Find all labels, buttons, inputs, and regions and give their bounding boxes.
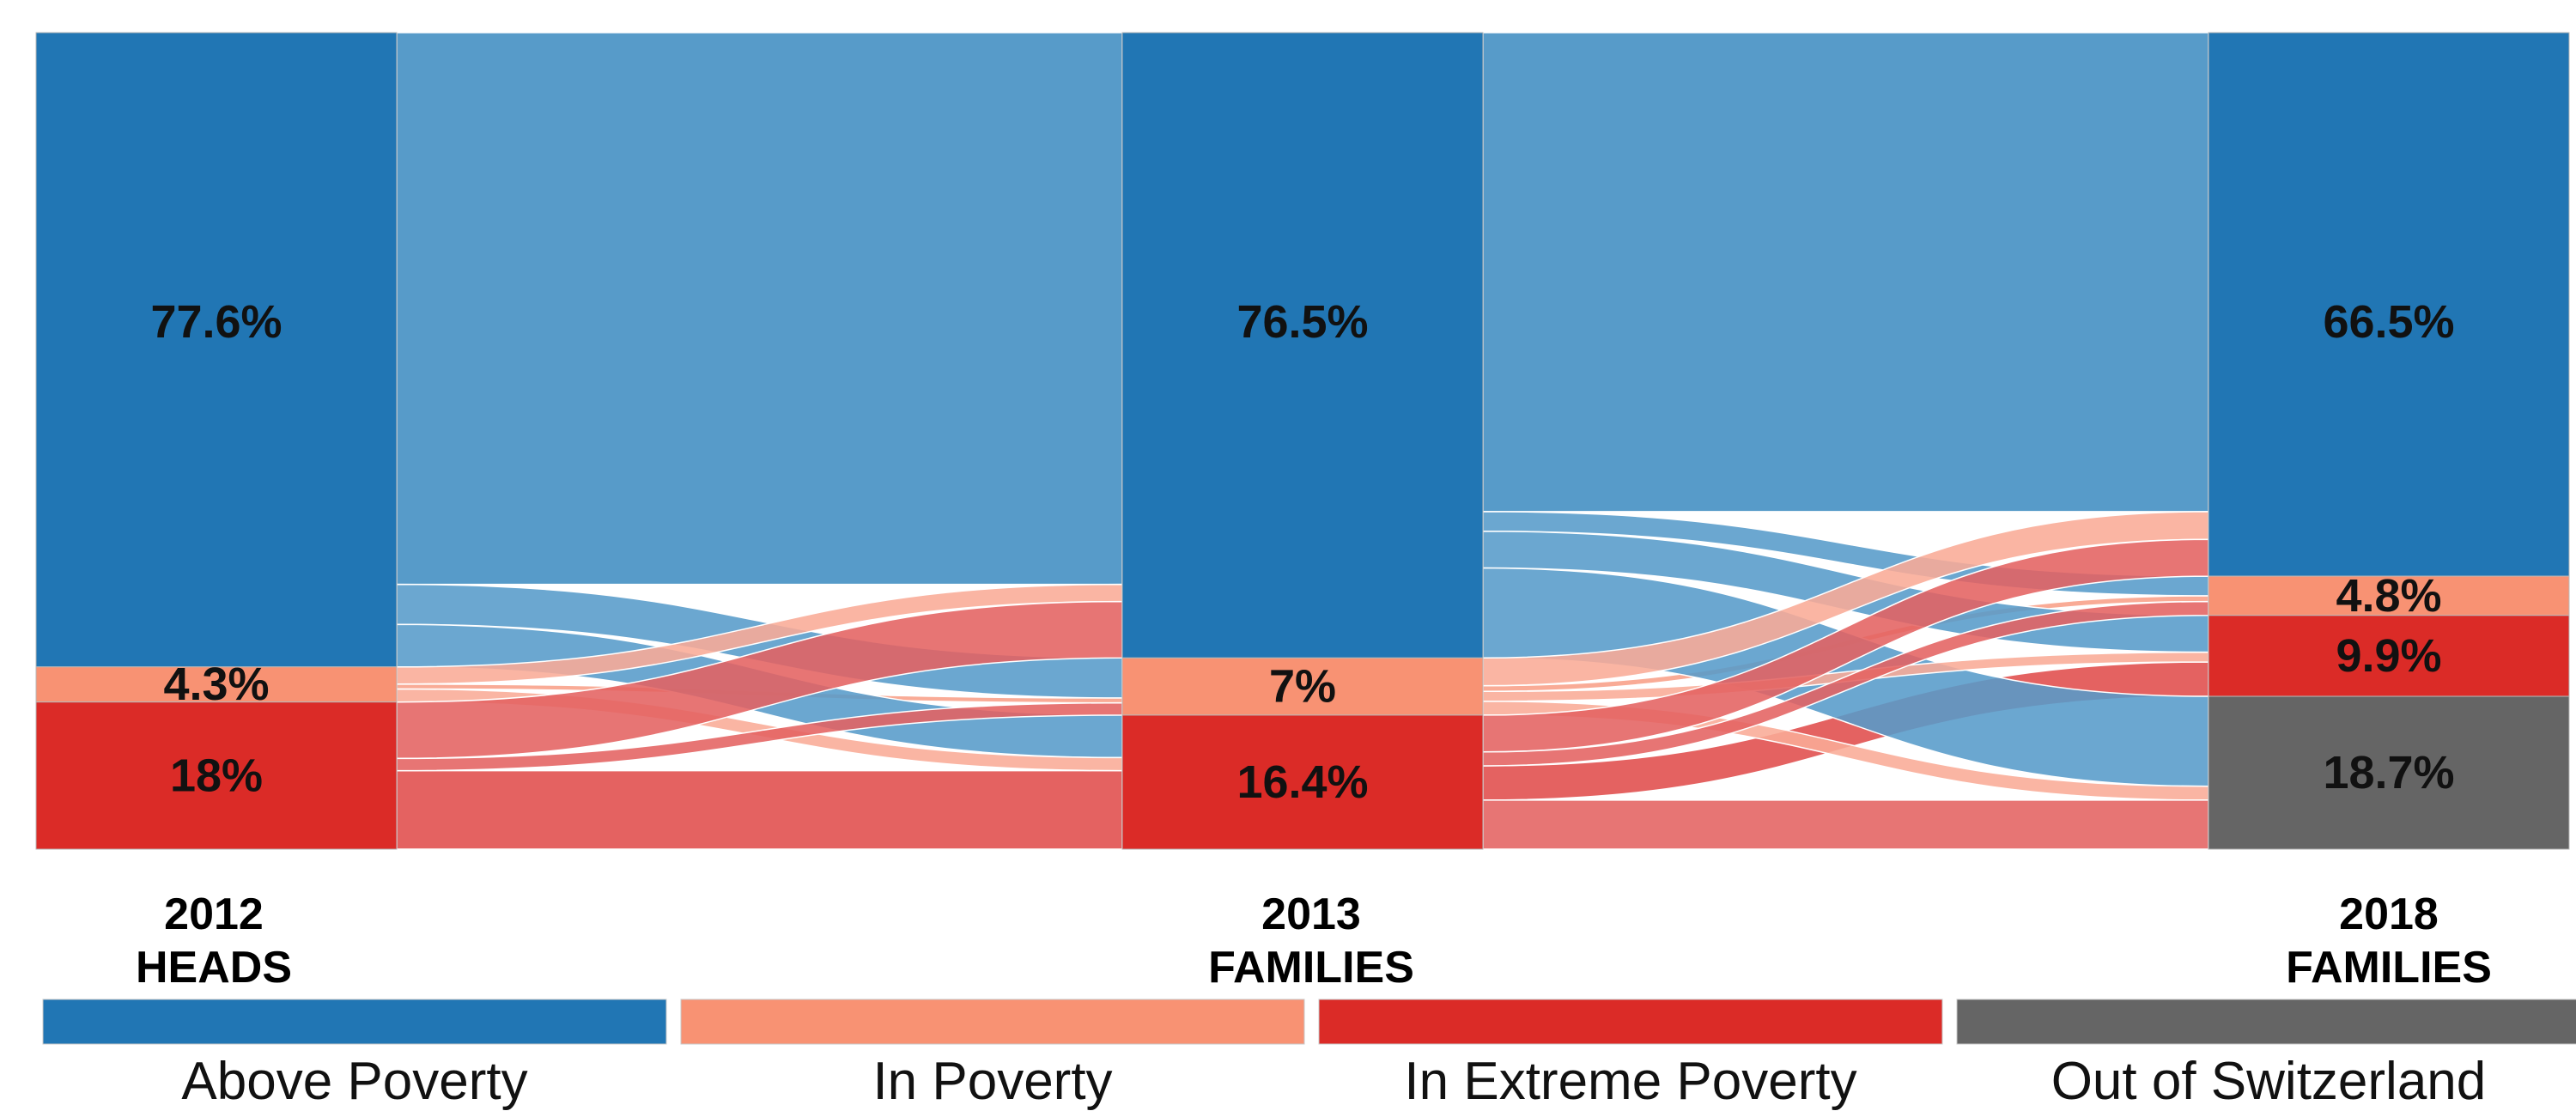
node-1-extreme <box>1121 714 1484 850</box>
flow-1-above-to-above <box>1482 32 2209 513</box>
stage-label-0-line-0: 2012 <box>164 889 264 939</box>
legend-swatch-poverty <box>680 999 1305 1045</box>
node-label-2-extreme: 9.9% <box>2336 630 2441 682</box>
stage-label-1-line-0: 2013 <box>1261 889 1361 939</box>
flow-1-extreme-to-out <box>1482 799 2209 850</box>
flows-layer <box>396 32 2209 850</box>
node-label-2-above: 66.5% <box>2323 296 2454 348</box>
node-2-out <box>2208 695 2570 850</box>
stage-label-2-line-1: FAMILIES <box>2286 943 2492 993</box>
node-0-extreme <box>35 701 398 850</box>
legend-swatch-extreme <box>1318 999 1943 1045</box>
legend-label-out: Out of Switzerland <box>2051 1052 2487 1111</box>
legend: Above Poverty In Poverty In Extreme Povert… <box>42 999 2576 1111</box>
node-label-1-poverty: 7% <box>1269 661 1336 713</box>
legend-swatch-above <box>42 999 667 1045</box>
flow-0-above-to-above <box>396 32 1123 586</box>
legend-label-poverty: In Poverty <box>872 1052 1112 1111</box>
node-label-1-above: 76.5% <box>1236 296 1368 348</box>
node-label-2-out: 18.7% <box>2323 747 2454 798</box>
node-0-poverty <box>35 666 398 703</box>
legend-label-extreme: In Extreme Poverty <box>1404 1052 1856 1111</box>
node-label-2-poverty: 4.8% <box>2336 570 2441 622</box>
nodes-layer: 77.6%4.3%18%76.5%7%16.4%66.5%4.8%9.9%18.… <box>35 32 2570 850</box>
node-label-0-extreme: 18% <box>170 750 263 801</box>
legend-label-above: Above Poverty <box>181 1052 527 1111</box>
node-2-extreme <box>2208 615 2570 697</box>
node-0-above <box>35 32 398 668</box>
flow-0-extreme-to-extreme <box>396 769 1123 850</box>
stage-label-1-line-1: FAMILIES <box>1208 943 1414 993</box>
node-1-poverty <box>1121 657 1484 716</box>
stage-label-0-line-1: HEADS <box>136 943 292 993</box>
node-2-above <box>2208 32 2570 577</box>
node-2-poverty <box>2208 575 2570 616</box>
legend-swatch-out <box>1956 999 2576 1045</box>
node-label-0-above: 77.6% <box>150 296 282 348</box>
node-label-1-extreme: 16.4% <box>1236 756 1368 808</box>
node-1-above <box>1121 32 1484 659</box>
stage-label-2-line-0: 2018 <box>2339 889 2439 939</box>
